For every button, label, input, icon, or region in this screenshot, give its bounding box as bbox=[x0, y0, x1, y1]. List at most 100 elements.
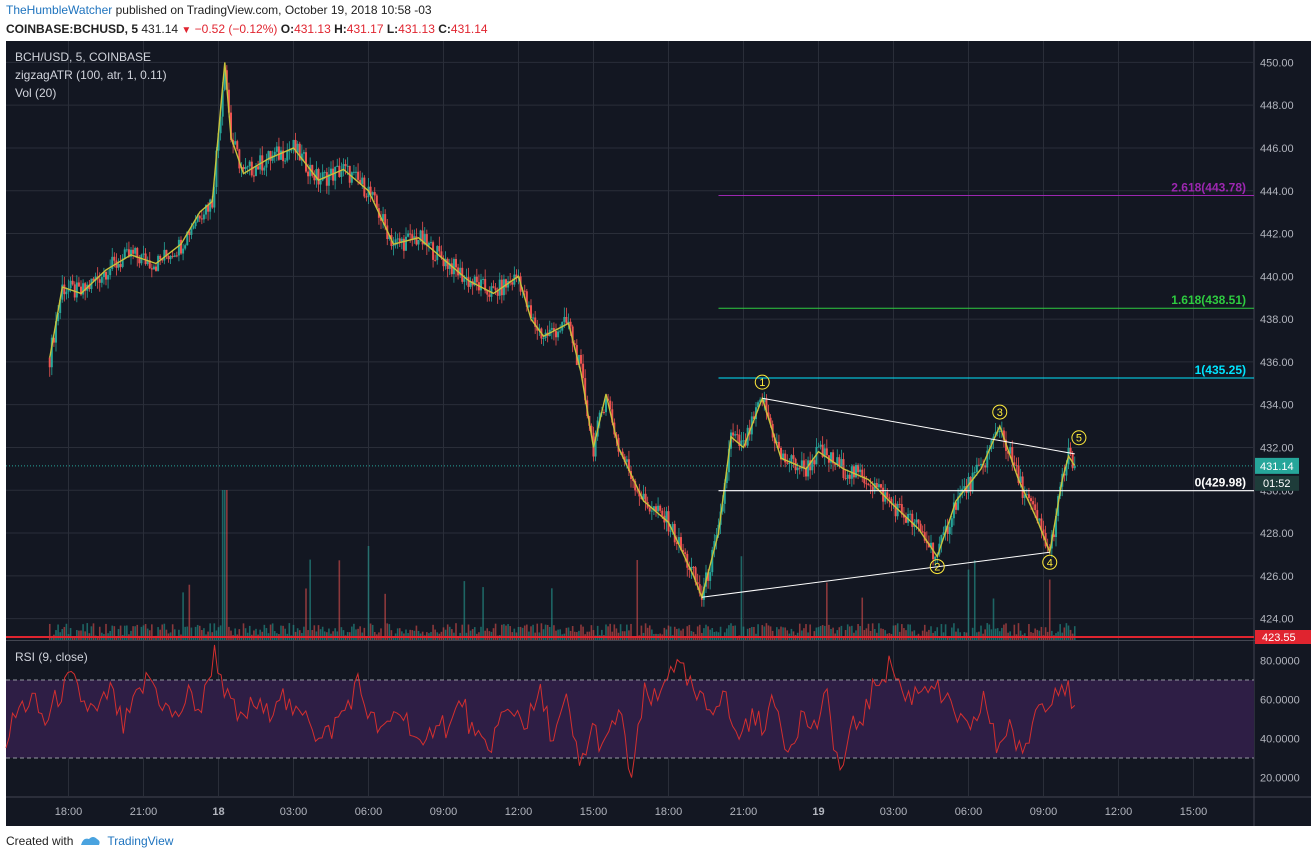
candle-body bbox=[915, 519, 918, 523]
price-tick-label: 426.00 bbox=[1260, 571, 1294, 583]
candle-body bbox=[609, 400, 612, 410]
volume-bar bbox=[388, 624, 391, 640]
volume-bar bbox=[734, 625, 736, 640]
volume-bar bbox=[415, 625, 418, 640]
candle-body bbox=[165, 249, 168, 256]
volume-bar bbox=[76, 630, 78, 640]
volume-bar bbox=[265, 628, 268, 640]
volume-bar bbox=[1069, 629, 1072, 640]
volume-bar bbox=[626, 624, 628, 640]
volume-bar bbox=[163, 623, 166, 640]
volume-bar bbox=[513, 628, 516, 640]
candle-body bbox=[388, 235, 391, 240]
fib-level-label: 2.618(443.78) bbox=[1171, 180, 1246, 194]
volume-bar bbox=[559, 629, 561, 640]
volume-bar bbox=[790, 628, 793, 640]
candle-body bbox=[417, 239, 420, 245]
candle-body bbox=[380, 217, 382, 221]
open-label: O: bbox=[280, 22, 295, 36]
close-value: 431.14 bbox=[450, 22, 488, 36]
volume-bar bbox=[186, 626, 189, 640]
candle-body bbox=[652, 506, 655, 511]
candle-body bbox=[944, 525, 947, 533]
candle-body bbox=[848, 474, 851, 479]
volume-bar bbox=[709, 629, 711, 640]
volume-bar bbox=[719, 626, 722, 640]
volume-bar bbox=[865, 628, 868, 640]
candle-body bbox=[155, 266, 157, 271]
volume-bar bbox=[607, 626, 609, 640]
wave-label-circle bbox=[1071, 430, 1087, 446]
author-link[interactable]: TheHumbleWatcher bbox=[6, 3, 113, 17]
time-tick-label: 18 bbox=[212, 806, 224, 818]
footer: Created with TradingView bbox=[6, 834, 173, 848]
volume-bar bbox=[309, 559, 311, 640]
candle-body bbox=[127, 249, 130, 257]
candle-body bbox=[713, 541, 716, 550]
tradingview-logo-icon[interactable] bbox=[79, 835, 101, 847]
candle-body bbox=[65, 291, 68, 295]
candle-body bbox=[682, 549, 685, 553]
volume-bar bbox=[303, 626, 305, 640]
candle-body bbox=[1002, 430, 1005, 440]
candle-body bbox=[359, 179, 362, 184]
volume-bar bbox=[842, 636, 845, 640]
volume-bar bbox=[507, 624, 509, 640]
candle-body bbox=[582, 363, 585, 379]
candle-body bbox=[452, 258, 455, 275]
wave-label-circle bbox=[1042, 554, 1058, 570]
candle-body bbox=[642, 493, 645, 500]
volume-bar bbox=[832, 627, 834, 640]
candle-body bbox=[840, 459, 843, 467]
volume-bar bbox=[909, 624, 911, 640]
candle-body bbox=[361, 177, 364, 184]
candle-body bbox=[942, 532, 945, 535]
candle-body bbox=[1019, 476, 1022, 483]
volume-bar bbox=[761, 625, 764, 640]
volume-bar bbox=[228, 626, 230, 640]
volume-bar bbox=[323, 631, 326, 640]
volume-bar bbox=[905, 630, 907, 640]
candle-body bbox=[742, 440, 745, 442]
volume-bar bbox=[332, 631, 334, 640]
candle-body bbox=[1063, 473, 1066, 476]
candle-body bbox=[969, 476, 972, 492]
volume-bar bbox=[990, 629, 993, 640]
candle-body bbox=[952, 502, 955, 519]
volume-bar bbox=[123, 625, 126, 640]
volume-bar bbox=[907, 624, 909, 640]
volume-bar bbox=[111, 625, 114, 640]
volume-bar bbox=[632, 636, 634, 640]
candle-body bbox=[286, 150, 289, 161]
candle-body bbox=[694, 567, 697, 583]
price-tick-label: 446.00 bbox=[1260, 143, 1294, 155]
candle-body bbox=[67, 288, 70, 292]
candle-body bbox=[921, 531, 924, 533]
candle-body bbox=[257, 166, 260, 170]
candle-body bbox=[911, 513, 914, 527]
candle-body bbox=[275, 146, 278, 152]
candle-body bbox=[384, 214, 387, 226]
volume-bar bbox=[392, 636, 395, 640]
candle-body bbox=[277, 146, 280, 160]
volume-bar bbox=[1046, 631, 1049, 640]
volume-bar bbox=[903, 628, 905, 640]
volume-bar bbox=[194, 626, 197, 640]
candle-body bbox=[350, 172, 353, 183]
candle-body bbox=[809, 460, 812, 471]
candle-body bbox=[523, 290, 526, 292]
rsi-tick-label: 40.0000 bbox=[1260, 734, 1300, 746]
volume-bar bbox=[711, 627, 714, 640]
volume-bar bbox=[342, 630, 345, 640]
volume-bar bbox=[307, 630, 309, 640]
candle-body bbox=[573, 343, 576, 346]
volume-bar bbox=[955, 631, 957, 640]
candle-body bbox=[802, 460, 805, 469]
candle-body bbox=[796, 467, 799, 471]
candle-body bbox=[844, 477, 847, 479]
tradingview-link[interactable]: TradingView bbox=[107, 834, 174, 848]
volume-bar bbox=[619, 624, 622, 640]
volume-bar bbox=[48, 623, 51, 640]
candle-body bbox=[402, 238, 405, 251]
